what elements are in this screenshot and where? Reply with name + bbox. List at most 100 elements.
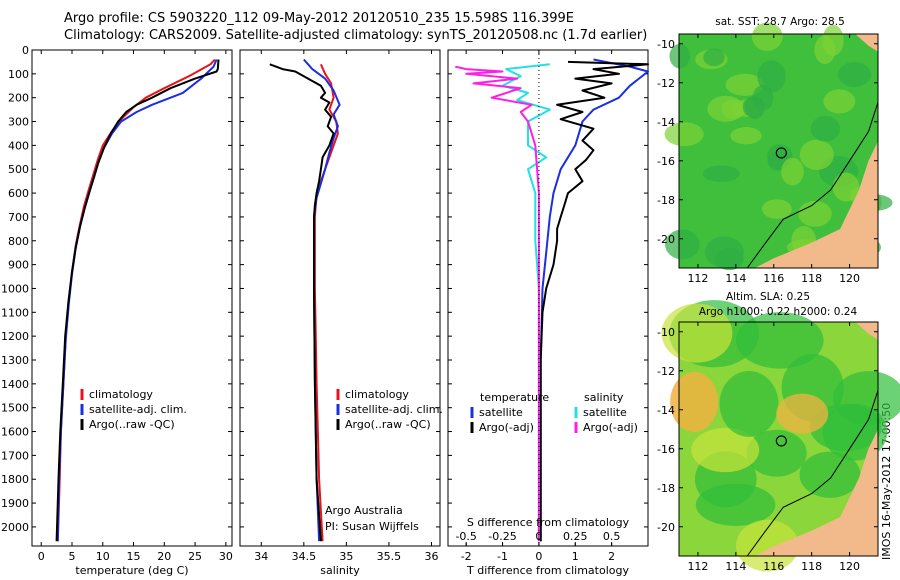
temperature-legend-label: climatology <box>89 388 153 401</box>
legend-temp-label: satellite <box>479 406 523 419</box>
difference-series-line <box>455 65 540 542</box>
difference-xtick-label: -1 <box>497 550 508 563</box>
temperature-xtick-label: 10 <box>96 550 110 563</box>
s-diff-tick-label: 0.25 <box>563 530 588 543</box>
depth-tick-label: 300 <box>8 116 29 129</box>
sla_map-xtick-label: 120 <box>839 560 860 573</box>
temperature-xlabel: temperature (deg C) <box>75 564 188 577</box>
sst_map-field-patch <box>704 236 744 268</box>
legend-sal-label: Argo(-adj) <box>583 421 638 434</box>
sst_map-ytick-label: -12 <box>657 77 675 90</box>
sst_map-field-patch <box>798 200 832 227</box>
depth-tick-label: 800 <box>8 235 29 248</box>
sla_map-argo-marker <box>775 435 787 447</box>
s-diff-tick-label: 0 <box>535 530 542 543</box>
temperature-axes-frame <box>31 49 233 547</box>
sla_map-field-patch <box>746 429 807 477</box>
depth-tick-label: 1600 <box>1 426 29 439</box>
sst_map-xtick-label: 118 <box>801 272 822 285</box>
salinity-xtick-label: 35.5 <box>377 550 402 563</box>
sla_map-field-patch <box>799 451 861 498</box>
salinity-xtick-label: 35 <box>339 550 353 563</box>
sla_map-xtick-label: 112 <box>687 560 708 573</box>
sst_map-field-patch <box>761 199 792 219</box>
temperature-xtick-label: 0 <box>38 550 45 563</box>
legend-sal-label: satellite <box>583 406 627 419</box>
legend-temp-label: Argo(-adj) <box>479 421 534 434</box>
sst-map-title: sat. SST: 28.7 Argo: 28.5 <box>715 16 845 28</box>
sst_map-field-patch <box>751 22 783 51</box>
depth-tick-label: 1700 <box>1 449 29 462</box>
depth-tick-label: 1000 <box>1 282 29 295</box>
depth-tick-label: 1900 <box>1 497 29 510</box>
sla_map-ytick-label: -10 <box>657 326 675 339</box>
depth-tick-label: 100 <box>8 68 29 81</box>
depth-tick-label: 700 <box>8 211 29 224</box>
sst_map-xtick-label: 114 <box>725 272 746 285</box>
temperature-series-line <box>56 59 218 542</box>
temperature-series-line <box>55 59 220 542</box>
sla_map-field-patch <box>691 427 760 473</box>
sst_map-xtick-label: 120 <box>839 272 860 285</box>
sla_map-land-island <box>855 322 878 340</box>
depth-tick-label: 400 <box>8 139 29 152</box>
sla_map-field-patch <box>735 312 824 369</box>
sst_map-xtick-label: 112 <box>687 272 708 285</box>
sst_map-field-patch <box>725 73 765 96</box>
temperature-xtick-label: 5 <box>69 550 76 563</box>
salinity-xlabel: salinity <box>320 564 360 577</box>
salinity-axes-frame <box>239 49 441 547</box>
difference-series-line <box>539 60 649 542</box>
sst_map-field-patch <box>837 62 872 88</box>
difference-xtick-label: 2 <box>608 550 615 563</box>
sla_map-ytick-label: -18 <box>657 482 675 495</box>
sst_map-ytick-label: -18 <box>657 194 675 207</box>
salinity-series-line <box>269 63 335 542</box>
legend-temperature-title: temperature <box>480 391 549 404</box>
depth-tick-label: 900 <box>8 259 29 272</box>
s-diff-tick-label: 0.5 <box>603 530 621 543</box>
depth-tick-label: 1400 <box>1 378 29 391</box>
title-line-1: Argo profile: CS 5903220_112 09-May-2012… <box>64 11 574 26</box>
argo-australia-label: Argo Australia <box>325 504 403 517</box>
sla_map-ytick-label: -14 <box>657 404 675 417</box>
sla_map-land <box>754 429 878 556</box>
sst_map-field-patch <box>810 115 841 142</box>
sst_map-ytick-label: -16 <box>657 155 675 168</box>
sla_map-xtick-label: 116 <box>763 560 784 573</box>
sst_map-field-patch <box>702 165 740 183</box>
sla_map-isobath <box>746 390 879 557</box>
depth-tick-label: 1100 <box>1 306 29 319</box>
depth-tick-label: 1500 <box>1 402 29 415</box>
depth-tick-label: 1800 <box>1 473 29 486</box>
pi-label: PI: Susan Wijffels <box>325 520 419 533</box>
depth-tick-label: 500 <box>8 163 29 176</box>
difference-xtick-label: 1 <box>572 550 579 563</box>
difference-xtick-label: -2 <box>461 550 472 563</box>
temperature-legend-label: satellite-adj. clim. <box>89 403 187 416</box>
sst_map-field-patch <box>814 35 836 65</box>
salinity-series-line <box>313 63 339 542</box>
sla-high-patch <box>776 393 829 434</box>
sla_map-ytick-label: -16 <box>657 443 675 456</box>
temperature-xtick-label: 30 <box>219 550 233 563</box>
salinity-series-line <box>303 58 341 542</box>
temperature-xtick-label: 25 <box>188 550 202 563</box>
difference-series-line <box>501 63 551 542</box>
s-diff-axis-label: S difference from climatology <box>467 516 630 529</box>
salinity-legend-label: Argo(..raw -QC) <box>345 418 431 431</box>
sla-high-patch <box>670 371 719 432</box>
sla-map-title: Altim. SLA: 0.25 <box>726 291 810 303</box>
salinity-legend-label: satellite-adj. clim. <box>345 403 443 416</box>
salinity-xtick-label: 34.5 <box>292 550 317 563</box>
difference-axes-frame <box>447 49 649 547</box>
sst_map-field-patch <box>781 157 804 186</box>
sla-map-subtitle: Argo h1000: 0.22 h2000: 0.24 <box>699 306 858 318</box>
sla_map-xtick-label: 114 <box>725 560 746 573</box>
sst_map-xtick-label: 116 <box>763 272 784 285</box>
sst_map-land-island <box>855 34 878 52</box>
temperature-series-line <box>56 58 216 542</box>
sst_map-field-patch <box>799 139 834 170</box>
temperature-legend-label: Argo(..raw -QC) <box>89 418 175 431</box>
